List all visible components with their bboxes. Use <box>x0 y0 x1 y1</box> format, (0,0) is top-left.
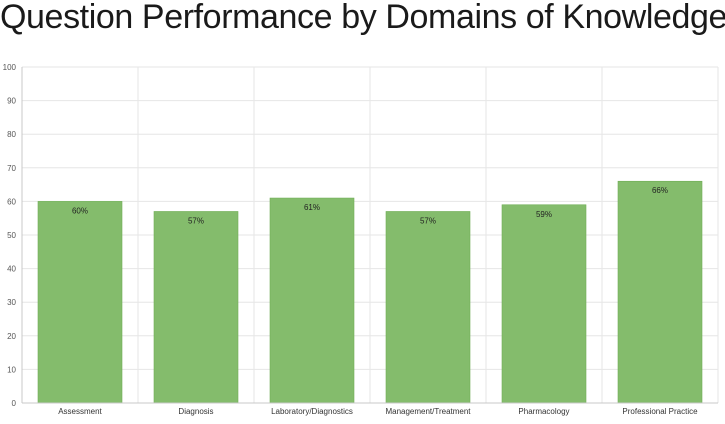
bar-pharmacology <box>501 204 587 404</box>
data-label: 61% <box>304 203 320 212</box>
data-labels: 60% 57% 61% 57% 59% 66% <box>72 186 668 225</box>
chart-title: Question Performance by Domains of Knowl… <box>0 0 725 36</box>
data-label: 60% <box>72 206 88 215</box>
bar-laboratory-diagnostics <box>269 197 355 404</box>
x-tick-label: Management/Treatment <box>385 407 471 416</box>
data-label: 57% <box>420 216 436 225</box>
x-tick-label: Laboratory/Diagnostics <box>271 407 353 416</box>
bar-diagnosis <box>153 211 239 404</box>
y-tick-label: 50 <box>7 231 16 240</box>
y-tick-label: 70 <box>7 164 16 173</box>
y-tick-label: 30 <box>7 298 16 307</box>
bar-professional-practice <box>617 180 703 404</box>
x-tick-label: Professional Practice <box>622 407 698 416</box>
x-tick-label: Pharmacology <box>518 407 569 416</box>
y-tick-label: 10 <box>7 365 16 374</box>
bar-assessment <box>37 201 123 404</box>
y-tick-label: 60 <box>7 197 16 206</box>
y-tick-label: 90 <box>7 97 16 106</box>
x-tick-label: Assessment <box>58 407 102 416</box>
data-label: 66% <box>652 186 668 195</box>
axes: 0 10 20 30 40 50 60 70 80 90 100 Assessment Diagnosi… <box>3 63 718 416</box>
gridlines <box>21 66 719 403</box>
data-label: 57% <box>188 216 204 225</box>
y-tick-label: 20 <box>7 332 16 341</box>
y-tick-label: 40 <box>7 265 16 274</box>
x-tick-label: Diagnosis <box>178 407 213 416</box>
bars <box>37 180 703 404</box>
data-label: 59% <box>536 210 552 219</box>
bar-management-treatment <box>385 211 471 404</box>
y-tick-label: 80 <box>7 130 16 139</box>
y-tick-label: 100 <box>3 63 17 72</box>
y-tick-label: 0 <box>12 399 17 408</box>
